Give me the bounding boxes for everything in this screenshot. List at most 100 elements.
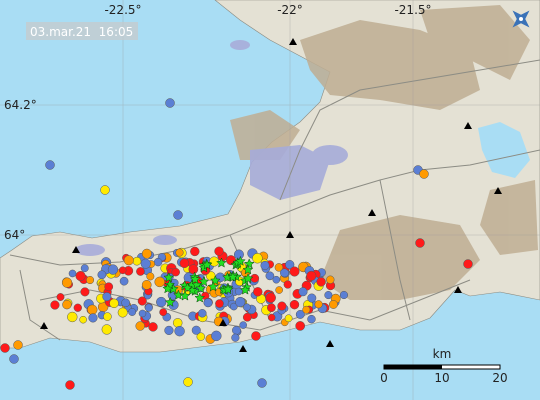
- earthquake: [265, 271, 275, 281]
- earthquake: [272, 275, 281, 284]
- earthquake: [101, 324, 112, 335]
- earthquake: [140, 258, 151, 269]
- earthquake: [153, 257, 163, 267]
- earthquake: [267, 313, 276, 322]
- earthquake: [326, 275, 335, 284]
- earthquake: [141, 280, 152, 290]
- earthquake: [61, 277, 73, 288]
- earthquake: [79, 315, 87, 324]
- earthquake: [274, 263, 284, 272]
- earthquake: [415, 238, 425, 248]
- earthquake: [239, 321, 247, 329]
- earthquake: [107, 264, 119, 275]
- earthquake: [203, 298, 213, 308]
- latitude-label: 64.2°: [4, 98, 37, 112]
- scale-label: 20: [492, 371, 507, 385]
- longitude-label: -21.5°: [394, 3, 431, 17]
- earthquake: [137, 296, 147, 306]
- seismic-station: [40, 322, 48, 329]
- earthquake: [104, 282, 114, 292]
- earthquake: [196, 332, 206, 341]
- earthquake: [138, 309, 147, 318]
- earthquake: [117, 307, 128, 318]
- earthquake: [175, 248, 184, 257]
- earthquake: [251, 331, 261, 341]
- earthquake: [463, 259, 473, 269]
- earthquake-large: [162, 283, 174, 294]
- earthquake: [191, 325, 201, 335]
- earthquake: [123, 255, 134, 266]
- earthquake: [128, 308, 137, 316]
- earthquake: [87, 304, 98, 315]
- scale-label: 10: [434, 371, 449, 385]
- scale-unit: km: [433, 347, 452, 361]
- earthquake: [252, 253, 263, 264]
- seismic-station: [368, 209, 376, 216]
- earthquake: [214, 246, 224, 256]
- earthquake: [165, 98, 175, 108]
- earthquake-large: [198, 276, 210, 287]
- earthquake: [419, 169, 429, 179]
- earthquake: [234, 287, 243, 296]
- earthquake: [215, 299, 224, 308]
- earthquake-large: [163, 272, 175, 283]
- earthquake: [250, 273, 260, 283]
- earthquake: [164, 325, 174, 335]
- seismic-station: [494, 187, 502, 194]
- earthquake: [190, 246, 200, 257]
- longitude-label: -22.5°: [104, 3, 141, 17]
- seismic-station: [289, 38, 297, 45]
- earthquake-large: [189, 273, 201, 285]
- earthquake: [307, 293, 317, 303]
- earthquake: [183, 377, 193, 387]
- earthquake: [302, 305, 311, 314]
- earthquake: [188, 264, 199, 275]
- earthquake-large: [216, 257, 227, 268]
- earthquake: [141, 248, 152, 259]
- earthquake: [100, 185, 110, 195]
- earthquake: [289, 266, 300, 277]
- earthquake: [50, 300, 60, 310]
- earthquake: [307, 314, 316, 324]
- earthquake: [284, 314, 293, 323]
- compass: [512, 10, 530, 28]
- earthquake: [0, 343, 10, 353]
- earthquake: [75, 270, 86, 282]
- earthquake: [289, 299, 300, 310]
- earthquake: [295, 321, 306, 331]
- earthquake: [102, 292, 112, 302]
- earthquake: [172, 318, 183, 328]
- earthquake-large: [201, 259, 213, 270]
- earthquake: [280, 268, 289, 278]
- earthquake: [103, 312, 112, 321]
- earthquake: [173, 210, 183, 220]
- earthquake: [80, 264, 89, 273]
- seismic-station: [464, 122, 472, 129]
- earthquake: [306, 270, 317, 281]
- earthquake-large: [235, 255, 246, 266]
- seismic-station: [454, 286, 462, 293]
- earthquake: [144, 303, 153, 312]
- earthquake: [243, 303, 251, 312]
- earthquake: [285, 260, 295, 270]
- seismic-station: [72, 246, 80, 253]
- earthquake: [45, 160, 55, 170]
- earthquake: [62, 299, 72, 310]
- earthquake: [148, 322, 158, 332]
- earthquake: [121, 298, 131, 308]
- timestamp-box: [26, 22, 138, 40]
- earthquake: [56, 293, 65, 301]
- earthquake: [257, 378, 267, 388]
- earthquake-large: [194, 292, 206, 303]
- earthquake: [233, 249, 244, 260]
- earthquake: [146, 272, 155, 281]
- earthquake: [329, 300, 338, 309]
- latitude-label: 64°: [4, 228, 25, 242]
- earthquake: [135, 321, 145, 331]
- scale-label: 0: [380, 371, 388, 385]
- seismic-station: [239, 345, 247, 352]
- earthquake: [198, 309, 207, 318]
- earthquake: [298, 287, 308, 297]
